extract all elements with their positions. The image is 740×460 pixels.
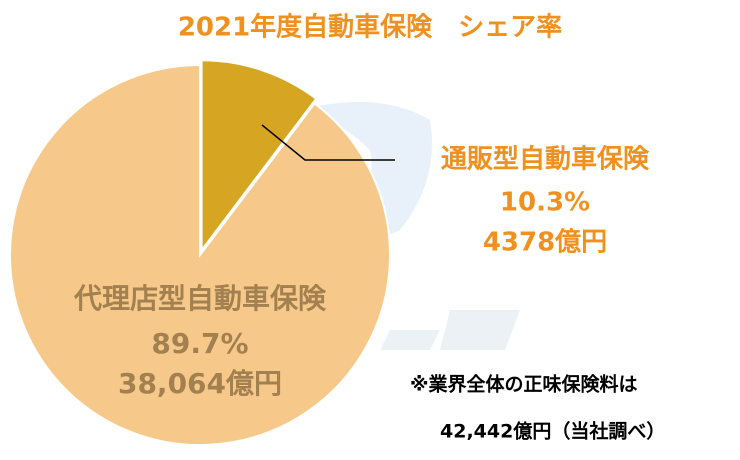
chart-title: 2021年度自動車保険 シェア率: [178, 12, 562, 43]
amount-label: 4378億円: [483, 228, 607, 258]
annotation: 42,442億円（当社調べ）: [440, 420, 665, 443]
slice-label: 通販型自動車保険: [441, 144, 650, 175]
slice-label: 代理店型自動車保険: [73, 282, 327, 315]
annotation: ※業界全体の正味保険料は: [410, 373, 637, 396]
leader-line: [261, 124, 395, 161]
background-logo: [300, 102, 520, 350]
value-label: 10.3%: [500, 188, 590, 218]
amount-label: 38,064億円: [118, 367, 282, 400]
value-label: 89.7%: [151, 327, 248, 360]
pie-slice: [200, 59, 318, 254]
pie-slice: [9, 63, 391, 446]
